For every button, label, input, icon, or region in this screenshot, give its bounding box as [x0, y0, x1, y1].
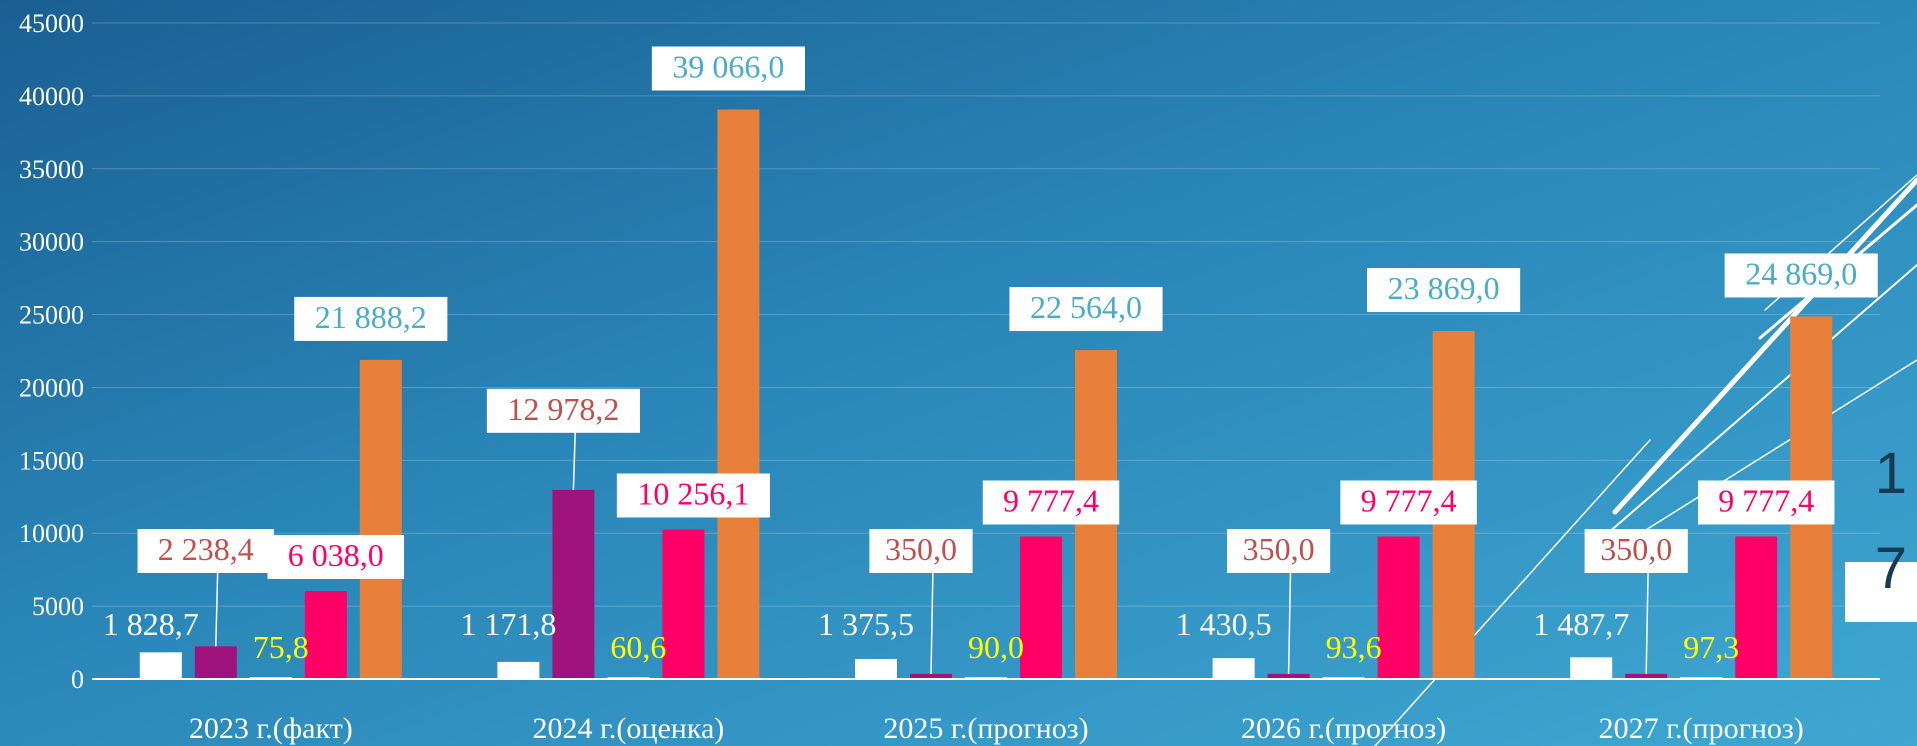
bar [194, 646, 237, 679]
y-tick-label: 20000 [19, 373, 84, 402]
x-tick-label: 2024 г.(оценка) [533, 712, 725, 745]
data-label: 350,0 [885, 531, 957, 567]
y-tick-label: 15000 [19, 446, 84, 475]
data-label-box [294, 296, 448, 341]
bar [1020, 536, 1062, 679]
data-label-box [1697, 480, 1835, 525]
data-label: 6 038,0 [288, 537, 384, 573]
data-label: 1 375,5 [818, 606, 914, 642]
bar [910, 673, 952, 679]
x-tick-label: 2026 г.(прогноз) [1241, 712, 1446, 745]
data-label: 350,0 [1243, 531, 1315, 567]
y-tick-label: 10000 [19, 519, 84, 548]
bar [1267, 673, 1310, 679]
data-label-box [1227, 529, 1331, 573]
data-label: 350,0 [1600, 531, 1672, 567]
y-tick-label: 35000 [19, 155, 84, 184]
data-label-box [1009, 287, 1163, 332]
label-leader-line [1287, 565, 1292, 674]
data-label-box [869, 529, 973, 573]
data-label: 9 777,4 [1718, 482, 1814, 518]
data-label-box [137, 529, 275, 573]
bar [717, 109, 760, 680]
bar [1212, 658, 1255, 679]
data-label-box [1724, 253, 1878, 298]
label-leader-line [215, 565, 219, 647]
y-tick-label: 40000 [19, 82, 84, 111]
data-label: 21 888,2 [315, 299, 427, 335]
data-label: 2 238,4 [158, 531, 254, 567]
data-label: 23 869,0 [1388, 270, 1500, 306]
bar [497, 661, 540, 679]
data-label-box [616, 473, 770, 518]
data-labels: 1 828,7 2 238,4 75,8 6 038,0 21 888,2 1 171,8… [103, 46, 1878, 674]
bar [855, 658, 897, 679]
bar [1625, 673, 1668, 679]
label-leader-line [930, 565, 934, 674]
data-label-box [1584, 529, 1688, 573]
data-label: 60,6 [610, 629, 666, 665]
bar [552, 489, 595, 679]
bar [359, 359, 402, 679]
page-number-digit: 7 [1874, 536, 1907, 601]
data-label: 22 564,0 [1030, 289, 1142, 325]
data-label: 75,8 [253, 629, 309, 665]
data-label-box [486, 388, 640, 433]
decorative-diagonal-lines [1374, 174, 1917, 746]
data-label-box [1367, 268, 1521, 313]
data-label: 39 066,0 [672, 49, 784, 85]
data-label: 10 256,1 [637, 475, 749, 511]
y-tick-label: 5000 [32, 592, 84, 621]
data-label-box [267, 534, 405, 579]
data-label: 1 171,8 [460, 606, 556, 642]
bar [1570, 657, 1613, 679]
data-label: 90,0 [968, 629, 1024, 665]
y-tick-label: 30000 [19, 228, 84, 257]
bar [304, 590, 347, 679]
data-label: 97,3 [1683, 629, 1739, 665]
page-number-box [1845, 562, 1917, 622]
label-leader-line [572, 425, 577, 490]
x-axis: 2023 г.(факт) 2024 г.(оценка) 2025 г.(прог… [92, 678, 1880, 745]
data-label: 9 777,4 [1003, 482, 1099, 518]
bar [662, 529, 705, 679]
bar [139, 652, 182, 679]
data-label: 12 978,2 [507, 391, 619, 427]
label-leader-line [1645, 565, 1649, 674]
data-label-box [982, 480, 1120, 525]
data-label: 9 777,4 [1361, 482, 1457, 518]
data-label-box [651, 46, 805, 91]
data-label-box [1340, 480, 1477, 525]
data-label: 1 487,7 [1533, 606, 1629, 642]
data-label: 1 828,7 [103, 606, 199, 642]
y-axis: 0 5000 10000 15000 20000 25000 30000 35000 40000… [19, 9, 84, 694]
y-tick-label: 0 [71, 665, 84, 694]
data-label: 93,6 [1326, 629, 1382, 665]
y-tick-label: 45000 [19, 9, 84, 38]
bar [1735, 536, 1778, 679]
page-number-digit: 1 [1874, 441, 1907, 506]
data-label: 24 869,0 [1745, 255, 1857, 291]
bars [139, 109, 1833, 680]
bar [1377, 536, 1420, 679]
y-tick-label: 25000 [19, 301, 84, 330]
x-tick-label: 2027 г.(прогноз) [1599, 712, 1804, 745]
x-tick-label: 2025 г.(прогноз) [883, 712, 1088, 745]
x-tick-label: 2023 г.(факт) [189, 712, 353, 745]
data-label: 1 430,5 [1176, 606, 1272, 642]
